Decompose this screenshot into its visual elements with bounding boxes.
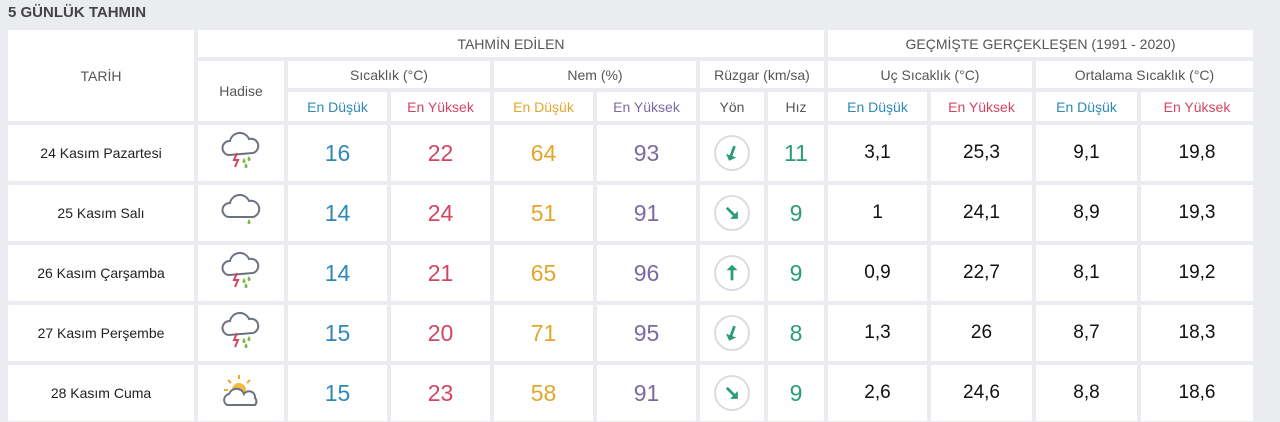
- wind-direction-arrow-icon: [714, 375, 750, 411]
- temp-low: 16: [288, 125, 387, 181]
- wind-direction-arrow-icon: [714, 135, 750, 171]
- temp-low: 14: [288, 185, 387, 241]
- extreme-high: 24,1: [931, 185, 1032, 241]
- forecast-table: TARİH TAHMİN EDİLEN GEÇMİŞTE GERÇEKLEŞEN…: [8, 30, 1253, 421]
- average-low: 8,8: [1036, 365, 1137, 421]
- weather-cell: [198, 125, 284, 181]
- wind-direction-cell: [700, 185, 764, 241]
- row-date: 26 Kasım Çarşamba: [8, 245, 194, 301]
- extreme-low: 1: [828, 185, 927, 241]
- average-low: 8,7: [1036, 305, 1137, 361]
- thunderstorm-rain-icon: [219, 311, 263, 356]
- wind-direction-cell: [700, 365, 764, 421]
- thunderstorm-rain-icon: [219, 131, 263, 176]
- weather-cell: [198, 365, 284, 421]
- weather-cell: [198, 245, 284, 301]
- header-average-temp: Ortalama Sıcaklık (°C): [1036, 61, 1253, 88]
- header-wind: Rüzgar (km/sa): [700, 61, 824, 88]
- row-date: 28 Kasım Cuma: [8, 365, 194, 421]
- subheader-avg-low: En Düşük: [1036, 92, 1137, 121]
- thunderstorm-rain-icon: [219, 251, 263, 296]
- wind-direction-cell: [700, 305, 764, 361]
- average-low: 8,9: [1036, 185, 1137, 241]
- temp-low: 15: [288, 305, 387, 361]
- humidity-high: 95: [597, 305, 696, 361]
- humidity-low: 58: [494, 365, 593, 421]
- weather-cell: [198, 305, 284, 361]
- wind-speed: 9: [768, 365, 824, 421]
- average-low: 8,1: [1036, 245, 1137, 301]
- header-extreme-temp: Uç Sıcaklık (°C): [828, 61, 1032, 88]
- average-high: 18,6: [1141, 365, 1253, 421]
- wind-speed: 9: [768, 245, 824, 301]
- subheader-wind-direction: Yön: [700, 92, 764, 121]
- wind-speed: 8: [768, 305, 824, 361]
- temp-high: 22: [391, 125, 490, 181]
- humidity-high: 91: [597, 185, 696, 241]
- extreme-high: 25,3: [931, 125, 1032, 181]
- wind-direction-arrow-icon: [714, 195, 750, 231]
- header-temperature: Sıcaklık (°C): [288, 61, 490, 88]
- header-historical: GEÇMİŞTE GERÇEKLEŞEN (1991 - 2020): [828, 30, 1253, 57]
- temp-low: 15: [288, 365, 387, 421]
- subheader-avg-high: En Yüksek: [1141, 92, 1253, 121]
- subheader-ext-high: En Yüksek: [931, 92, 1032, 121]
- average-low: 9,1: [1036, 125, 1137, 181]
- average-high: 19,2: [1141, 245, 1253, 301]
- average-high: 19,8: [1141, 125, 1253, 181]
- humidity-high: 91: [597, 365, 696, 421]
- header-event: Hadise: [198, 61, 284, 121]
- extreme-high: 22,7: [931, 245, 1032, 301]
- extreme-low: 2,6: [828, 365, 927, 421]
- subheader-hum-high: En Yüksek: [597, 92, 696, 121]
- weather-cell: [198, 185, 284, 241]
- temp-high: 20: [391, 305, 490, 361]
- extreme-high: 24,6: [931, 365, 1032, 421]
- header-forecast: TAHMİN EDİLEN: [198, 30, 824, 57]
- temp-high: 23: [391, 365, 490, 421]
- temp-low: 14: [288, 245, 387, 301]
- temp-high: 21: [391, 245, 490, 301]
- subheader-wind-speed: Hız: [768, 92, 824, 121]
- page-title: 5 GÜNLÜK TAHMIN: [8, 4, 147, 21]
- cloud-rain-icon: [219, 191, 263, 236]
- extreme-high: 26: [931, 305, 1032, 361]
- average-high: 18,3: [1141, 305, 1253, 361]
- humidity-high: 96: [597, 245, 696, 301]
- subheader-temp-low: En Düşük: [288, 92, 387, 121]
- row-date: 24 Kasım Pazartesi: [8, 125, 194, 181]
- header-date: TARİH: [8, 30, 194, 121]
- row-date: 25 Kasım Salı: [8, 185, 194, 241]
- extreme-low: 1,3: [828, 305, 927, 361]
- wind-speed: 9: [768, 185, 824, 241]
- humidity-low: 64: [494, 125, 593, 181]
- humidity-low: 51: [494, 185, 593, 241]
- wind-direction-arrow-icon: [714, 255, 750, 291]
- temp-high: 24: [391, 185, 490, 241]
- humidity-low: 65: [494, 245, 593, 301]
- wind-direction-cell: [700, 125, 764, 181]
- wind-direction-cell: [700, 245, 764, 301]
- header-humidity: Nem (%): [494, 61, 696, 88]
- row-date: 27 Kasım Perşembe: [8, 305, 194, 361]
- subheader-ext-low: En Düşük: [828, 92, 927, 121]
- partly-sunny-icon: [219, 371, 263, 416]
- humidity-high: 93: [597, 125, 696, 181]
- extreme-low: 3,1: [828, 125, 927, 181]
- subheader-hum-low: En Düşük: [494, 92, 593, 121]
- extreme-low: 0,9: [828, 245, 927, 301]
- average-high: 19,3: [1141, 185, 1253, 241]
- humidity-low: 71: [494, 305, 593, 361]
- wind-direction-arrow-icon: [714, 315, 750, 351]
- wind-speed: 11: [768, 125, 824, 181]
- subheader-temp-high: En Yüksek: [391, 92, 490, 121]
